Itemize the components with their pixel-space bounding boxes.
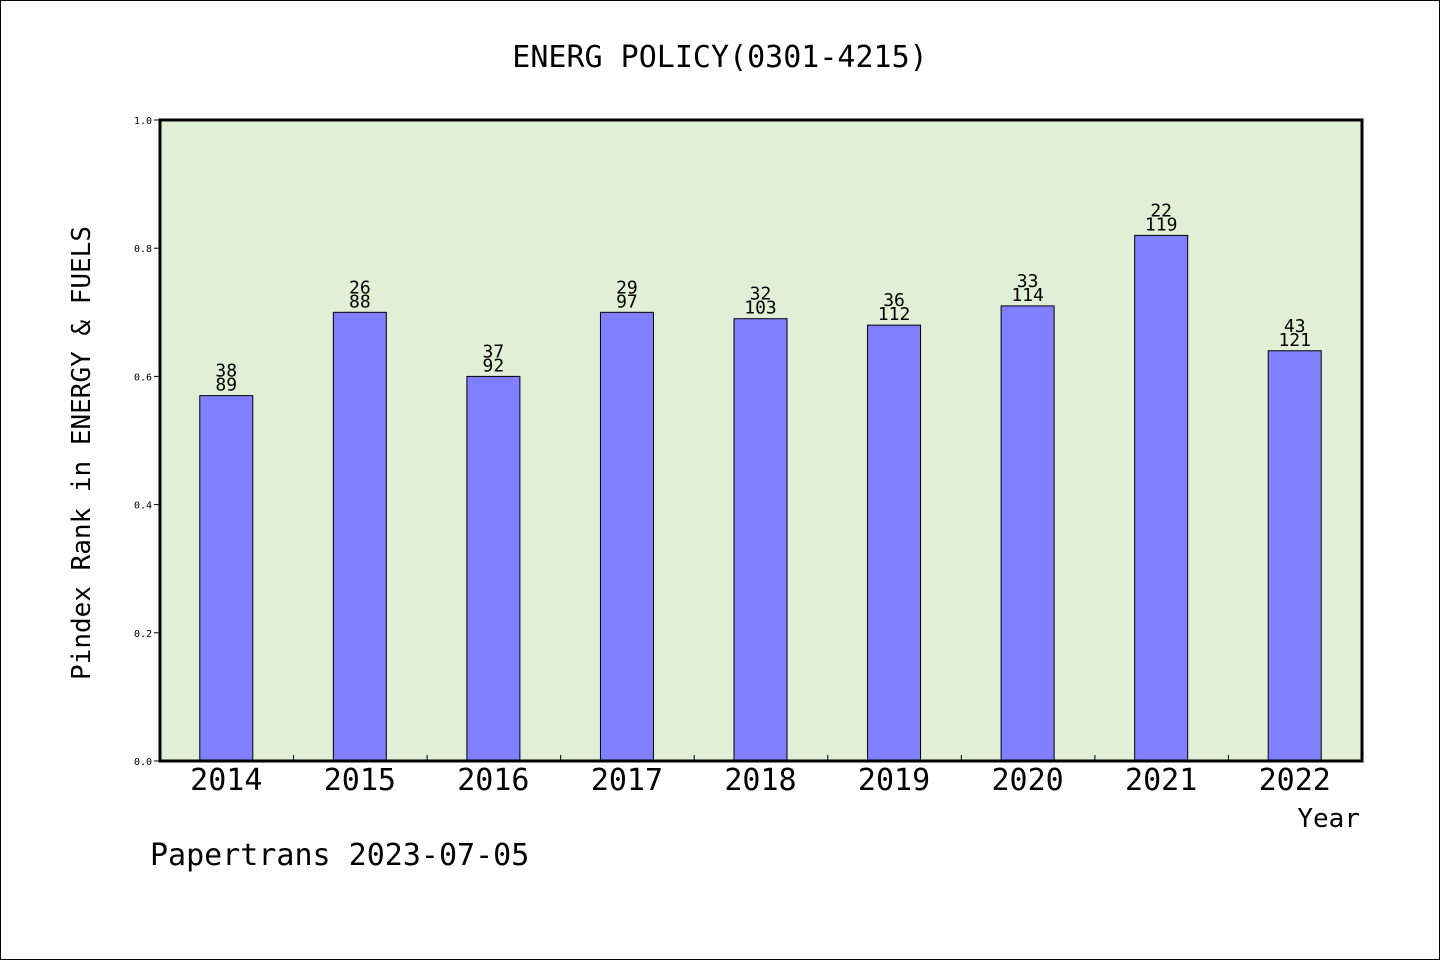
x-tick-label-2019: 2019 (858, 763, 930, 798)
bar-label-bottom-2016: 92 (483, 355, 505, 376)
bar-2021 (1134, 234, 1189, 762)
y-tick-label: 1.0 (134, 116, 152, 127)
x-tick-label-2016: 2016 (457, 763, 529, 798)
x-tick-label-2015: 2015 (324, 763, 396, 798)
bar-label-bottom-2017: 97 (616, 291, 638, 312)
bar-2022 (1267, 350, 1322, 762)
x-tick-label-2014: 2014 (190, 763, 262, 798)
bar-label-bottom-2019: 112 (878, 304, 911, 325)
bar-2014 (199, 395, 254, 762)
bar-2018 (733, 318, 788, 762)
bar-label-top-2014: 38 (215, 361, 237, 382)
bar-label-top-2017: 29 (616, 277, 638, 298)
bar-label-top-2020: 33 (1017, 271, 1039, 292)
bar-label-bottom-2018: 103 (744, 298, 777, 319)
chart-title: ENERG POLICY(0301-4215) (512, 40, 927, 75)
y-tick-label: 0.2 (134, 629, 152, 640)
bar-label-bottom-2014: 89 (215, 375, 237, 396)
bars (199, 234, 1322, 762)
x-tick-label-2022: 2022 (1259, 763, 1331, 798)
bar-label-bottom-2020: 114 (1011, 285, 1044, 306)
y-tick-label: 0.6 (134, 372, 152, 383)
y-axis-label: Pindex Rank in ENERGY & FUELS (67, 226, 97, 680)
footer-text: Papertrans 2023-07-05 (150, 838, 529, 873)
bar-2019 (867, 324, 922, 762)
y-axis-ticks: 0.0 0.2 0.4 0.6 0.8 1.0 (134, 116, 160, 768)
bar-label-bottom-2015: 88 (349, 291, 371, 312)
bar-2020 (1000, 305, 1055, 762)
bar-2016 (466, 375, 521, 762)
bar-label-top-2021: 22 (1150, 200, 1172, 221)
bar-label-bottom-2022: 121 (1278, 330, 1311, 351)
bar-2017 (599, 311, 654, 762)
x-tick-label-2017: 2017 (591, 763, 663, 798)
bar-label-top-2015: 26 (349, 277, 371, 298)
plot-frame (158, 118, 1364, 763)
x-tick-label-2020: 2020 (991, 763, 1063, 798)
x-axis-label: Year (1297, 804, 1360, 834)
bar-2015 (332, 311, 387, 762)
x-axis-ticks: 2014 2015 2016 2017 2018 2019 2020 2021 2022 (190, 755, 1331, 798)
bar-label-bottom-2021: 119 (1145, 214, 1178, 235)
bar-label-top-2016: 37 (483, 341, 505, 362)
bar-label-top-2019: 36 (883, 290, 905, 311)
y-tick-label: 0.0 (134, 757, 152, 768)
x-tick-label-2021: 2021 (1125, 763, 1197, 798)
y-tick-label: 0.8 (134, 244, 152, 255)
bar-label-top-2022: 43 (1284, 316, 1306, 337)
bar-label-top-2018: 32 (750, 284, 772, 305)
x-tick-label-2018: 2018 (724, 763, 796, 798)
y-tick-label: 0.4 (134, 501, 152, 512)
